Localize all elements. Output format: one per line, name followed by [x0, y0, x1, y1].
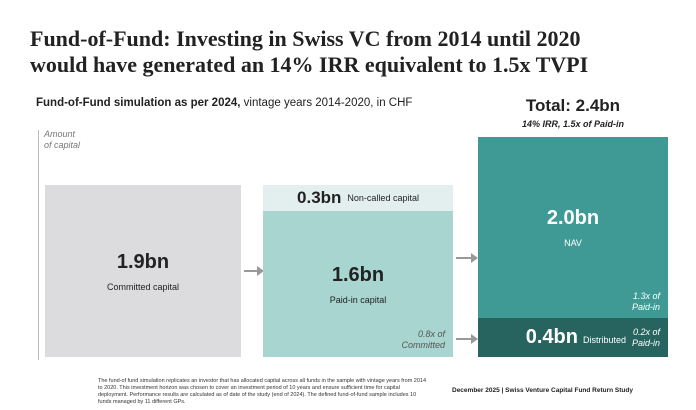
- source-note: December 2025 | Swiss Venture Capital Fu…: [452, 387, 633, 394]
- paidin-ratio-1: 0.8x of: [417, 329, 445, 339]
- committed-capital-bar: 1.9bn Committed capital: [45, 185, 241, 357]
- distributed-bar: 0.4bn Distributed 0.2x of Paid-in: [478, 318, 668, 357]
- title-line-2: would have generated an 14% IRR equivale…: [30, 52, 589, 77]
- subtitle-rest: vintage years 2014-2020, in CHF: [240, 97, 413, 109]
- axis-label: Amount of capital: [44, 129, 104, 151]
- paidin-ratio-2: Committed: [401, 340, 445, 350]
- paid-in-bar: 1.6bn Paid-in capital 0.8x of Committed: [263, 211, 453, 357]
- non-called-bar: 0.3bn Non-called capital: [263, 185, 453, 211]
- axis-label-2: of capital: [44, 140, 81, 150]
- axis-label-1: Amount: [44, 129, 76, 139]
- nav-label: NAV: [564, 238, 582, 248]
- committed-value: 1.9bn: [116, 250, 170, 273]
- distributed-ratio-2: Paid-in: [631, 337, 660, 348]
- nav-bar: 2.0bn NAV 1.3x of Paid-in: [478, 137, 668, 318]
- chart-subtitle: Fund-of-Fund simulation as per 2024, vin…: [36, 97, 412, 109]
- total-value: Total: 2.4bn: [525, 96, 621, 115]
- distributed-ratio: 0.2x of Paid-in: [632, 327, 660, 349]
- nav-value: 2.0bn: [546, 207, 600, 229]
- distributed-ratio-1: 0.2x of: [632, 326, 660, 337]
- footnote: The fund-of fund simulation replicates a…: [98, 378, 427, 405]
- total-sub: 14% IRR, 1.5x of Paid-in: [521, 119, 625, 129]
- arrow-3: [456, 334, 478, 344]
- arrow-2: [456, 253, 478, 263]
- paidin-ratio: 0.8x of Committed: [401, 329, 445, 351]
- nav-ratio-2: Paid-in: [631, 302, 660, 312]
- nav-ratio-1: 1.3x of: [632, 291, 660, 301]
- y-axis-arrow: [38, 130, 39, 360]
- distributed-label: Distributed: [582, 334, 626, 345]
- page-title: Fund-of-Fund: Investing in Swiss VC from…: [30, 26, 588, 78]
- noncalled-label: Non-called capital: [347, 193, 419, 203]
- committed-label: Committed capital: [106, 281, 180, 292]
- paidin-label: Paid-in capital: [329, 294, 387, 305]
- paidin-value: 1.6bn: [331, 263, 385, 286]
- subtitle-bold: Fund-of-Fund simulation as per 2024,: [36, 97, 241, 109]
- noncalled-value: 0.3bn: [297, 188, 342, 207]
- title-line-1: Fund-of-Fund: Investing in Swiss VC from…: [30, 26, 581, 51]
- distributed-value: 0.4bn: [525, 326, 578, 348]
- arrow-1: [244, 266, 264, 276]
- nav-ratio: 1.3x of Paid-in: [632, 291, 660, 313]
- total-header: Total: 2.4bn 14% IRR, 1.5x of Paid-in: [478, 96, 668, 129]
